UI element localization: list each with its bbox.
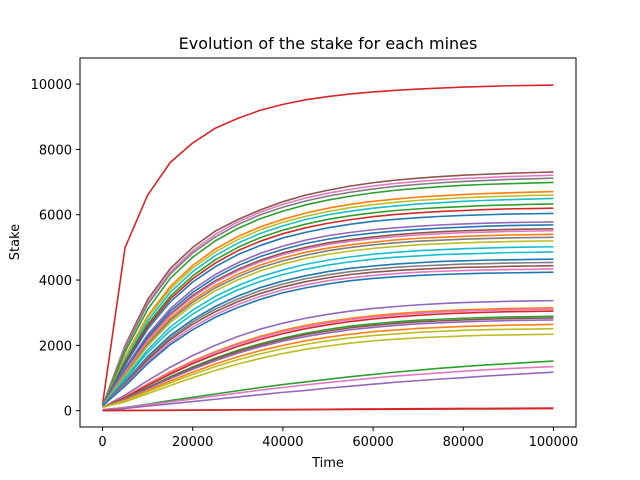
series-line-17	[101, 236, 554, 407]
y-axis: 0 2000 4000 6000 8000 10000	[31, 78, 80, 420]
x-axis: 0 20000 40000 60000 80000 100000	[98, 427, 578, 450]
series-line-40	[102, 407, 554, 412]
series-line-4	[101, 177, 554, 407]
series-line-10	[101, 207, 554, 407]
series-line-2	[101, 171, 554, 407]
series-line-21	[101, 258, 554, 407]
series-line-6	[101, 190, 554, 407]
series-line-13	[101, 224, 554, 407]
series-line-7	[101, 194, 554, 407]
series-line-5	[101, 181, 554, 407]
plot-frame	[79, 57, 577, 428]
series-line-35	[102, 333, 554, 409]
series-line-36	[102, 360, 554, 411]
y-tick-label: 8000	[39, 143, 72, 158]
series-line-29	[102, 310, 554, 409]
series-line-3	[101, 174, 554, 407]
series-line-28	[102, 308, 554, 409]
x-axis-title: Time	[311, 456, 344, 471]
x-tick-label: 60000	[352, 435, 393, 450]
series-line-14	[101, 227, 554, 407]
series-line-18	[101, 240, 554, 407]
series-line-31	[102, 317, 554, 409]
series-line-30	[102, 315, 554, 409]
series-line-24	[102, 268, 554, 407]
series-layer	[101, 84, 554, 412]
y-axis-title: Stake	[8, 224, 23, 260]
series-line-12	[101, 221, 554, 407]
series-line-26	[102, 299, 554, 409]
series-line-22	[101, 261, 554, 407]
y-tick-label: 4000	[39, 274, 72, 289]
series-line-23	[101, 264, 554, 407]
series-line-34	[102, 327, 554, 409]
series-line-20	[101, 251, 554, 407]
y-tick-label: 10000	[31, 78, 72, 93]
series-line-38	[102, 371, 554, 411]
x-tick-label: 80000	[443, 435, 484, 450]
x-tick-label: 20000	[172, 435, 213, 450]
y-tick-label: 6000	[39, 209, 72, 224]
series-line-25	[102, 271, 554, 407]
series-line-9	[101, 203, 554, 407]
series-line-8	[101, 197, 554, 407]
x-tick-label: 40000	[262, 435, 303, 450]
series-line-37	[102, 365, 554, 411]
series-line-11	[101, 212, 554, 407]
series-line-15	[101, 229, 554, 407]
series-line-32	[102, 319, 554, 409]
y-tick-label: 0	[64, 405, 72, 420]
chart-title: Evolution of the stake for each mines	[179, 34, 478, 53]
series-line-19	[101, 245, 554, 407]
series-line-1	[101, 84, 554, 405]
x-tick-label: 0	[98, 435, 106, 450]
y-tick-label: 2000	[39, 339, 72, 354]
series-line-33	[102, 323, 554, 409]
series-line-16	[101, 233, 554, 407]
series-line-27	[102, 307, 554, 409]
x-tick-label: 100000	[529, 435, 579, 450]
